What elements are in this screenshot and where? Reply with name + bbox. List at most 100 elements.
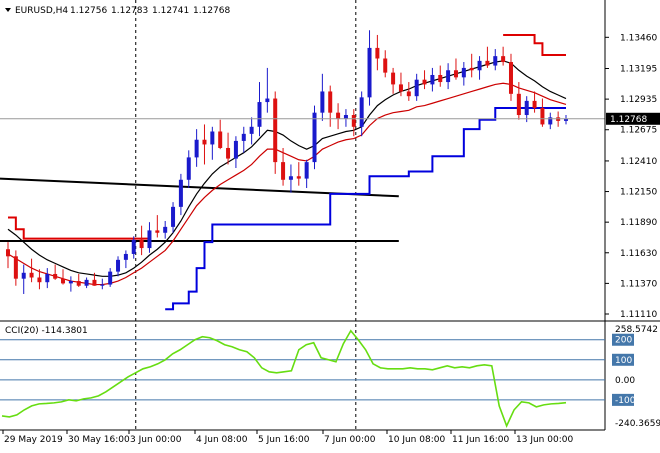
candle (171, 202, 176, 233)
cci-min-label: -240.3659 (615, 419, 660, 429)
candle (485, 46, 490, 68)
candle-body (108, 271, 113, 285)
candle-body (241, 133, 246, 141)
candle (233, 136, 238, 168)
candle-body (359, 97, 364, 127)
candle (469, 53, 474, 78)
candle (249, 117, 254, 145)
candle-body (265, 98, 270, 103)
candle-body (131, 239, 136, 254)
candle-body (391, 72, 396, 85)
time-axis[interactable]: 29 May 2019 30 May 16:00 3 Jun 00:00 4 Jun … (2, 430, 573, 445)
candle (453, 58, 458, 80)
candle (438, 65, 443, 87)
price-panel[interactable] (0, 0, 605, 430)
candle (336, 103, 341, 130)
cci-level-lines (0, 339, 605, 401)
candle-body (524, 100, 529, 116)
price-tick-label: 1.11370 (620, 279, 657, 289)
price-tick-label: 1.13460 (620, 33, 657, 43)
candle (351, 109, 356, 137)
candle (53, 264, 58, 280)
candle (45, 268, 50, 289)
cci-line (1, 329, 567, 429)
candle-body (68, 281, 73, 284)
candle-body (398, 84, 403, 92)
candle-body (351, 115, 356, 127)
candle (422, 70, 427, 90)
candle-body (226, 147, 231, 159)
collapse-arrow-icon[interactable] (5, 8, 11, 12)
price-tick-label: 1.12410 (620, 157, 657, 167)
candle-body (171, 206, 176, 227)
candle-body (163, 226, 168, 233)
candle-body (116, 259, 121, 272)
candle-body (76, 281, 81, 286)
candle (21, 264, 26, 294)
cci-level-tag (612, 353, 634, 366)
candle-body (343, 115, 348, 119)
candle-body (493, 56, 498, 66)
ohlc-high: 1.12783 (111, 6, 148, 16)
candle-body (336, 112, 341, 119)
candle (501, 46, 506, 66)
candle (265, 67, 270, 113)
price-tick-label: 1.12935 (620, 95, 657, 105)
candle (155, 215, 160, 238)
price-axis[interactable]: 1.13460 1.13195 1.12935 1.12675 1.12410 1.121… (604, 0, 660, 430)
symbol-label: EURUSD,H4 (15, 6, 68, 16)
price-tick-label: 1.12675 (620, 126, 657, 136)
candle-body (233, 140, 238, 159)
current-price-tag-text: 1.12768 (610, 115, 647, 125)
candle (320, 73, 325, 121)
candle (516, 82, 521, 120)
candle-body (273, 98, 278, 163)
candle (241, 126, 246, 153)
candle (61, 269, 66, 285)
candle-body (61, 278, 66, 284)
candle-body (516, 93, 521, 116)
candle (406, 82, 411, 101)
candle (296, 162, 301, 186)
candle (548, 112, 553, 130)
cci-panel[interactable]: CCI(20) -114.3801 258.5742 -240.3659 200… (0, 325, 660, 429)
time-tick-label: 30 May 16:00 (68, 435, 130, 445)
candle (414, 73, 419, 101)
ohlc-close: 1.12768 (193, 6, 230, 16)
time-tick-label: 3 Jun 00:00 (130, 435, 182, 445)
candle-body (13, 256, 18, 279)
candle (328, 85, 333, 127)
price-tick-label: 1.11630 (620, 249, 657, 259)
candle (312, 105, 317, 170)
candle (524, 96, 529, 123)
candle-body (218, 131, 223, 148)
time-tick-label: 11 Jun 16:00 (452, 435, 509, 445)
candle (461, 62, 466, 86)
candle (131, 236, 136, 259)
candle (84, 277, 89, 289)
candle-body (123, 253, 128, 260)
candle-body (249, 126, 254, 134)
candle (92, 272, 97, 286)
candle-body (45, 273, 50, 283)
candle (210, 126, 215, 160)
ohlc-open: 1.12756 (70, 6, 107, 16)
candle-body (406, 91, 411, 97)
candle-body (532, 100, 537, 108)
candle (202, 124, 207, 165)
candle (304, 159, 309, 189)
candle (6, 242, 10, 269)
price-tick-label: 1.11110 (620, 310, 657, 320)
candles (6, 30, 568, 294)
candle-body (383, 58, 388, 73)
candle-body (414, 79, 419, 97)
candle (186, 150, 191, 189)
candle-body (202, 139, 207, 145)
candle-body (53, 273, 58, 279)
candle (359, 91, 364, 137)
ohlc-low: 1.12741 (152, 6, 189, 16)
price-channel (8, 33, 566, 311)
candle-body (92, 279, 97, 286)
